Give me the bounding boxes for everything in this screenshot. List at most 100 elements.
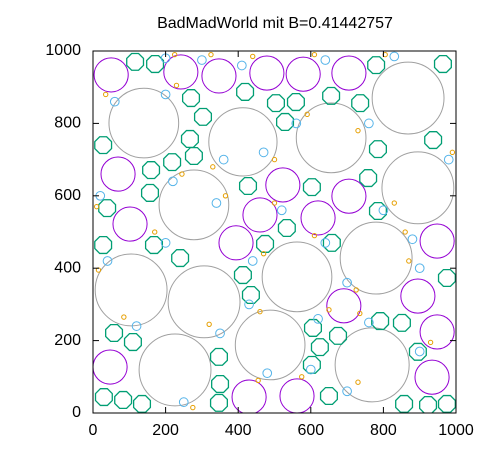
x-tick-label: 0 — [89, 422, 98, 439]
circle-marker — [355, 379, 361, 385]
circle-marker — [300, 200, 336, 236]
circle-marker — [250, 53, 256, 60]
circle-marker — [208, 107, 278, 177]
octagon-marker — [275, 112, 295, 131]
circle-marker — [357, 310, 363, 317]
octagon-marker — [302, 178, 321, 197]
circle-marker — [326, 288, 362, 324]
octagon-marker — [209, 393, 229, 412]
octagon-marker — [98, 199, 117, 218]
circle-marker — [242, 197, 278, 233]
x-tick-label: 800 — [370, 422, 397, 439]
circle-marker — [179, 171, 185, 177]
octagon-marker — [180, 129, 199, 149]
circle-marker — [414, 359, 450, 395]
circle-marker — [121, 314, 127, 320]
octagon-marker — [395, 394, 414, 413]
octagon-marker — [114, 390, 133, 410]
circle-marker — [93, 57, 129, 93]
circle-marker — [407, 234, 418, 245]
octagon-marker — [236, 82, 255, 101]
octagon-marker — [144, 235, 164, 255]
circle-marker — [103, 91, 109, 98]
circle-marker — [261, 241, 333, 313]
circle-marker — [414, 346, 425, 357]
circle-marker — [160, 238, 171, 248]
circle-marker — [249, 55, 285, 91]
x-tick-label: 1000 — [438, 422, 474, 439]
octagon-marker — [368, 140, 387, 159]
circle-marker — [443, 154, 454, 165]
circle-marker — [160, 89, 171, 100]
circle-marker — [152, 229, 158, 235]
circle-marker — [291, 118, 302, 129]
circle-marker — [247, 256, 258, 266]
octagon-marker — [368, 201, 387, 221]
circle-marker — [402, 229, 408, 235]
circle-marker — [167, 265, 241, 339]
octagon-marker — [367, 56, 386, 75]
circle-marker — [100, 156, 136, 192]
x-tick-label: 400 — [225, 422, 252, 439]
octagon-marker — [286, 93, 305, 112]
circle-marker — [381, 151, 455, 225]
chart-title: BadMadWorld mit B=0.41442757 — [157, 15, 393, 32]
circle-marker — [218, 154, 229, 165]
circle-marker — [271, 156, 278, 163]
circle-marker — [295, 102, 367, 174]
circle-marker — [93, 203, 100, 210]
octagon-marker — [408, 342, 427, 361]
octagon-marker — [371, 312, 390, 331]
circle-marker — [218, 225, 254, 261]
circle-marker — [222, 193, 229, 199]
plot-frame — [92, 50, 457, 414]
circle-marker — [342, 277, 352, 288]
circle-marker — [262, 368, 273, 379]
octagon-marker — [94, 388, 113, 407]
octagon-marker — [140, 183, 160, 202]
circle-marker — [108, 87, 180, 159]
octagon-marker — [359, 169, 378, 188]
circle-marker — [197, 55, 207, 65]
circle-marker — [131, 321, 142, 331]
y-tick-label: 1000 — [45, 42, 81, 59]
octagon-marker — [437, 394, 456, 413]
circle-marker — [138, 333, 212, 407]
circle-marker — [163, 54, 199, 90]
octagon-marker — [310, 338, 329, 357]
octagon-marker — [94, 136, 113, 155]
octagon-marker — [322, 233, 341, 252]
octagon-marker — [181, 89, 201, 108]
circle-marker — [406, 258, 412, 264]
circle-marker — [109, 96, 120, 107]
octagon-marker — [146, 55, 165, 74]
circle-marker — [313, 314, 323, 324]
circle-marker — [419, 314, 455, 350]
circle-marker — [320, 238, 331, 248]
circle-marker — [112, 206, 148, 242]
circle-marker — [93, 349, 128, 385]
circle-marker — [206, 321, 212, 327]
circle-marker — [364, 118, 374, 129]
circle-marker — [427, 339, 434, 346]
circle-marker — [215, 328, 225, 339]
octagon-marker — [419, 395, 438, 413]
circle-marker — [234, 309, 306, 381]
circle-marker — [102, 256, 113, 266]
octagon-marker — [424, 131, 443, 150]
circle-marker — [331, 178, 367, 214]
octagon-marker — [319, 386, 338, 406]
circle-marker — [201, 58, 237, 94]
octagon-marker — [209, 347, 229, 366]
circle-marker — [353, 287, 359, 293]
circle-marker — [334, 327, 410, 403]
circle-marker — [299, 374, 305, 380]
y-tick-label: 400 — [54, 259, 81, 276]
circle-marker — [364, 317, 374, 328]
circle-marker — [208, 51, 214, 58]
x-tick-label: 600 — [297, 422, 324, 439]
circle-marker — [158, 169, 230, 241]
octagon-marker — [171, 249, 190, 268]
circle-marker — [276, 205, 287, 216]
